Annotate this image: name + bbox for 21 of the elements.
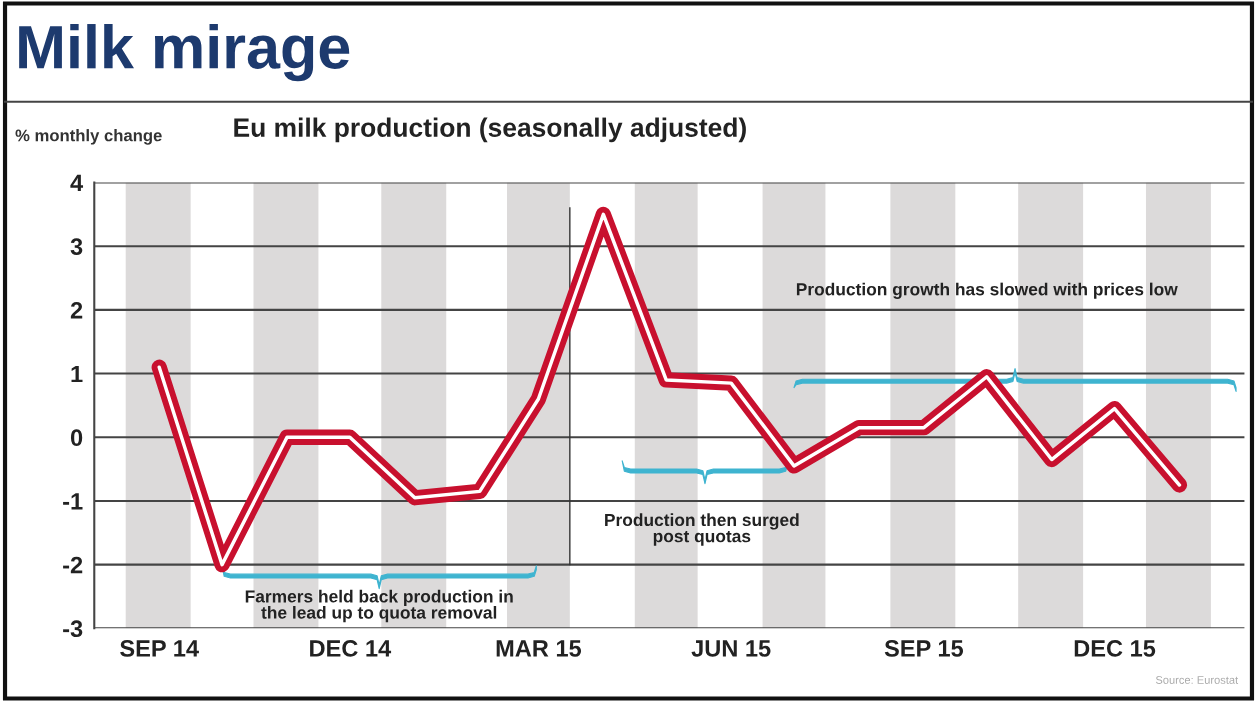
x-tick-label: MAR 15 xyxy=(496,640,582,657)
y-tick-label: -3 xyxy=(63,620,83,638)
annotation: Production then surged post quotas xyxy=(605,513,799,546)
x-tick-label: DEC 14 xyxy=(310,640,392,657)
chart-subtitle: Eu milk production (seasonally adjusted) xyxy=(234,117,746,143)
y-tick-label: 3 xyxy=(70,238,83,256)
y-tick-label: -1 xyxy=(63,493,83,510)
y-tick-label: 1 xyxy=(71,365,83,383)
x-tick-label: JUN 15 xyxy=(691,640,771,657)
annotation: Production growth has slowed with prices low xyxy=(796,282,1178,299)
x-tick-label: SEP 14 xyxy=(120,640,199,657)
x-tick-label: DEC 15 xyxy=(1074,640,1156,657)
chart-title: Milk mirage xyxy=(19,24,350,82)
y-tick-label: -2 xyxy=(63,556,83,574)
y-tick-label: 0 xyxy=(70,429,83,447)
y-tick-label: 2 xyxy=(70,301,83,319)
y-tick-label: 4 xyxy=(70,174,84,192)
source-note: Source: Eurostat xyxy=(1155,676,1239,684)
x-tick-label: SEP 15 xyxy=(884,640,964,657)
y-axis-title: % monthly change xyxy=(15,129,162,145)
annotation: Farmers held back production in the lead up to quota removal xyxy=(245,589,513,623)
